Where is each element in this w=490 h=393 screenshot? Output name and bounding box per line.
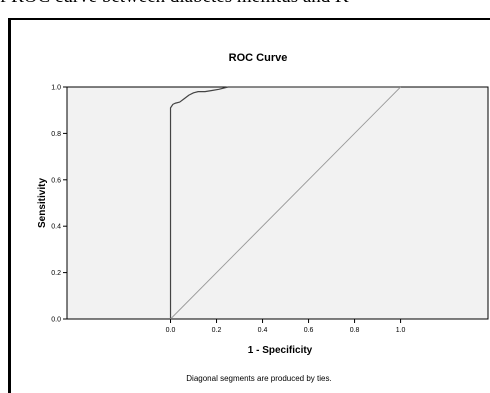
frame-left-border xyxy=(8,18,11,393)
chart-footnote: Diagonal segments are produced by ties. xyxy=(186,374,331,383)
y-tick-label: 0.8 xyxy=(51,131,61,138)
y-tick-label: 0.0 xyxy=(51,317,61,324)
reference-diagonal-line xyxy=(170,86,401,320)
y-tick-label: 0.4 xyxy=(51,224,61,231)
y-axis-label: Sensitivity xyxy=(37,178,48,228)
frame-top-border xyxy=(8,18,490,20)
x-tick-label: 0.8 xyxy=(350,327,360,334)
caption-top: f ROC curve between diabetes mellitus an… xyxy=(0,0,490,8)
x-tick-label: 0.6 xyxy=(304,327,314,334)
x-tick-label: 0.2 xyxy=(212,327,222,334)
x-tick-label: 0.0 xyxy=(166,327,176,334)
y-tick-label: 0.6 xyxy=(51,177,61,184)
x-axis-label: 1 - Specificity xyxy=(248,345,313,356)
chart-marks: 0.0 0.2 0.4 0.6 0.8 1.0 0.0 0.2 0.4 0.6 0.8 1.0 xyxy=(51,85,405,335)
chart-title: ROC Curve xyxy=(229,52,288,64)
plot-area xyxy=(66,86,489,320)
roc-curve-line xyxy=(169,86,401,319)
y-tick-label: 0.2 xyxy=(51,270,61,277)
y-tick-label: 1.0 xyxy=(51,85,61,92)
x-tick-label: 1.0 xyxy=(396,327,406,334)
x-tick-label: 0.4 xyxy=(258,327,268,334)
